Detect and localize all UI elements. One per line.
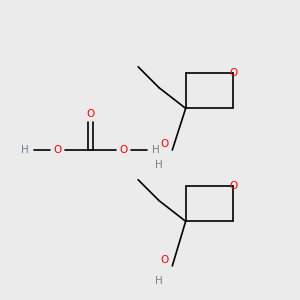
Text: O: O — [161, 139, 169, 149]
Text: O: O — [86, 109, 95, 119]
Text: O: O — [119, 145, 128, 155]
Text: O: O — [161, 255, 169, 265]
Text: H: H — [155, 160, 163, 170]
Text: H: H — [155, 276, 163, 286]
Text: O: O — [229, 181, 237, 191]
Text: O: O — [54, 145, 62, 155]
Text: H: H — [152, 145, 160, 155]
Text: H: H — [21, 145, 29, 155]
Text: O: O — [229, 68, 237, 78]
